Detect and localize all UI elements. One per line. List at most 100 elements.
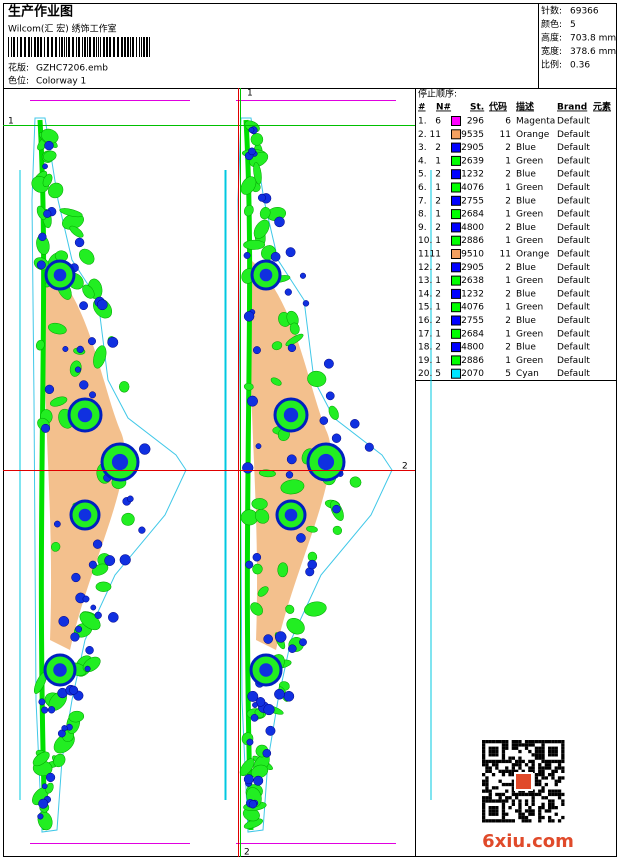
qr-module (534, 746, 539, 750)
qr-module (488, 769, 492, 773)
qr-module (488, 819, 492, 823)
qr-module (488, 809, 492, 813)
qr-module (538, 809, 542, 813)
bar-stripe (28, 37, 30, 57)
qr-module (528, 743, 532, 747)
qr-module (501, 782, 506, 787)
qr-module (554, 766, 558, 770)
qr-module (505, 759, 509, 764)
qr-module (524, 792, 529, 797)
color-swatch (451, 288, 461, 299)
qr-module (538, 763, 542, 767)
qr-module (491, 773, 496, 777)
row-number: 11. (418, 250, 432, 260)
stitches: 4076 (461, 303, 484, 313)
bud (253, 346, 261, 355)
bar-stripe (61, 37, 63, 57)
code: 1 (505, 236, 511, 246)
qr-module (534, 740, 539, 744)
info-label: 高度: (541, 32, 562, 44)
qr-module (534, 776, 539, 780)
color-swatch (451, 155, 461, 166)
qr-module (511, 782, 515, 787)
bud (319, 416, 329, 425)
qr-module (491, 740, 496, 744)
qr-module (491, 812, 496, 816)
bud (37, 813, 44, 820)
qr-module (485, 769, 489, 773)
qr-module (505, 743, 509, 747)
qr-module (538, 749, 542, 754)
qr-module (501, 769, 506, 773)
code: 1 (505, 183, 511, 193)
qr-module (561, 792, 565, 797)
color-swatch (451, 342, 461, 353)
qr-module (528, 749, 532, 754)
bud (58, 616, 70, 627)
color-swatch (451, 116, 461, 126)
bar-stripe (132, 37, 134, 57)
qr-module (561, 743, 565, 747)
bud (90, 604, 97, 611)
qr-module (534, 782, 539, 787)
qr-module (482, 773, 486, 777)
qr-module (554, 740, 558, 744)
leaf (285, 333, 304, 347)
qr-module (482, 779, 486, 783)
bud (287, 343, 297, 353)
row-number: 4. (418, 156, 427, 166)
column-header: N# (436, 103, 451, 113)
color-swatch (451, 142, 461, 153)
qr-module (538, 773, 542, 777)
qr-module (518, 815, 522, 820)
qr-module (488, 789, 492, 793)
bud (104, 555, 116, 566)
bud (332, 504, 341, 514)
qr-module (528, 792, 532, 797)
qr-module (491, 753, 496, 757)
qr-module (541, 740, 545, 744)
description: Orange (516, 250, 550, 260)
qr-module (554, 789, 558, 793)
bar-stripe (141, 37, 142, 57)
qr-module (554, 792, 558, 797)
qr-module (561, 802, 565, 806)
bud (285, 247, 296, 258)
needle: 2 (435, 196, 441, 206)
qr-module (524, 799, 529, 803)
qr-module (528, 789, 532, 793)
qr-module (501, 815, 506, 820)
qr-module (488, 766, 492, 770)
bud (364, 442, 374, 452)
qr-module (521, 759, 525, 764)
info-label: 针数: (541, 5, 562, 17)
bud (41, 423, 51, 433)
qr-module (501, 746, 506, 750)
qr-module (485, 759, 489, 764)
bud (38, 798, 49, 809)
qr-module (538, 819, 542, 823)
qr-module (498, 799, 502, 803)
qr-module (548, 763, 552, 767)
qr-module (524, 740, 529, 744)
qr-module (554, 779, 558, 783)
qr-module (524, 819, 529, 823)
needle: 2 (435, 170, 441, 180)
qr-module (538, 782, 542, 787)
column-header: # (418, 103, 426, 113)
qr-module (511, 789, 515, 793)
color-swatch (451, 222, 461, 233)
qr-module (521, 792, 525, 797)
leaf (32, 751, 50, 767)
description: Cyan (516, 369, 539, 379)
color-swatch (451, 182, 461, 193)
qr-module (488, 753, 492, 757)
leaf (304, 601, 327, 617)
leaf (48, 182, 64, 199)
bar-stripe (24, 37, 26, 57)
rose-center (283, 407, 299, 423)
leaf (328, 405, 339, 420)
description: Magenta (516, 117, 555, 127)
bar-stripe (117, 37, 119, 57)
bar-stripe (103, 37, 105, 57)
